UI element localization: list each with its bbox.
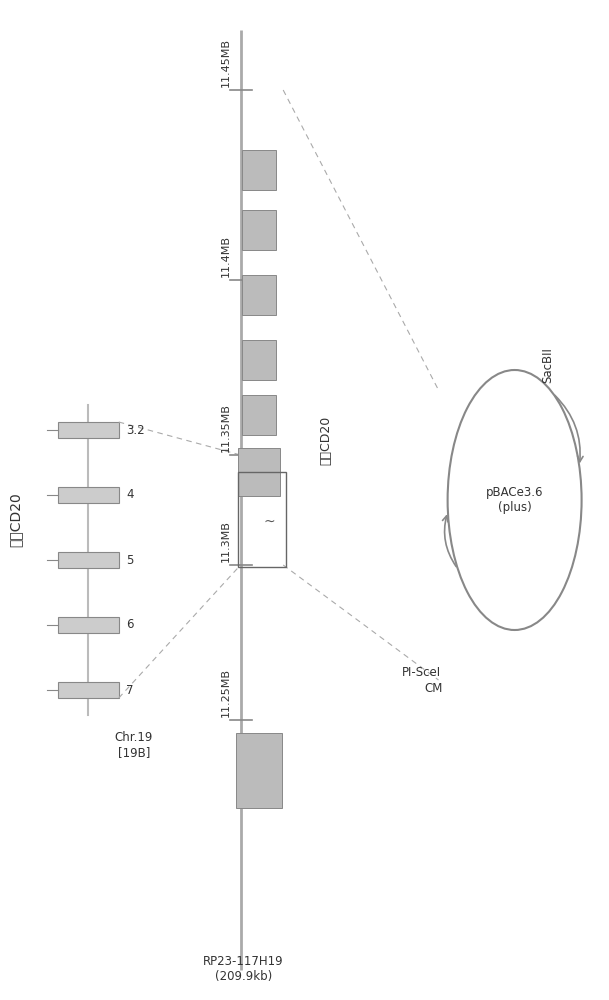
Text: RP23-117H19
(209.9kb): RP23-117H19 (209.9kb) xyxy=(203,955,284,983)
Bar xyxy=(238,472,286,567)
Bar xyxy=(242,340,275,380)
Bar xyxy=(242,150,275,190)
Text: 6: 6 xyxy=(126,618,133,632)
Text: SacBII: SacBII xyxy=(541,347,555,383)
Bar xyxy=(58,552,119,568)
Text: 11.35MB: 11.35MB xyxy=(220,403,230,452)
Text: 小鼠CD20: 小鼠CD20 xyxy=(9,493,22,547)
Bar xyxy=(242,275,275,315)
Text: 3.2: 3.2 xyxy=(126,424,145,436)
Text: 11.3MB: 11.3MB xyxy=(220,520,230,562)
Text: pBACe3.6
(plus): pBACe3.6 (plus) xyxy=(486,486,543,514)
Bar xyxy=(238,448,280,496)
Text: 11.25MB: 11.25MB xyxy=(220,668,230,717)
Bar xyxy=(242,210,275,250)
Bar xyxy=(58,487,119,503)
Text: 11.45MB: 11.45MB xyxy=(220,38,230,87)
Bar xyxy=(58,422,119,438)
Bar xyxy=(236,732,281,807)
Text: 11.4MB: 11.4MB xyxy=(220,235,230,277)
Text: ~: ~ xyxy=(263,514,275,528)
Text: 4: 4 xyxy=(126,488,133,502)
Text: CM: CM xyxy=(424,682,443,694)
Text: 5: 5 xyxy=(126,554,133,566)
Bar xyxy=(58,617,119,633)
Text: PI-SceI: PI-SceI xyxy=(402,666,441,678)
Text: 7: 7 xyxy=(126,684,133,696)
Bar xyxy=(58,682,119,698)
Text: Chr.19
[19B]: Chr.19 [19B] xyxy=(114,731,153,759)
Text: 小鼠CD20: 小鼠CD20 xyxy=(319,415,333,465)
Bar xyxy=(242,395,275,435)
